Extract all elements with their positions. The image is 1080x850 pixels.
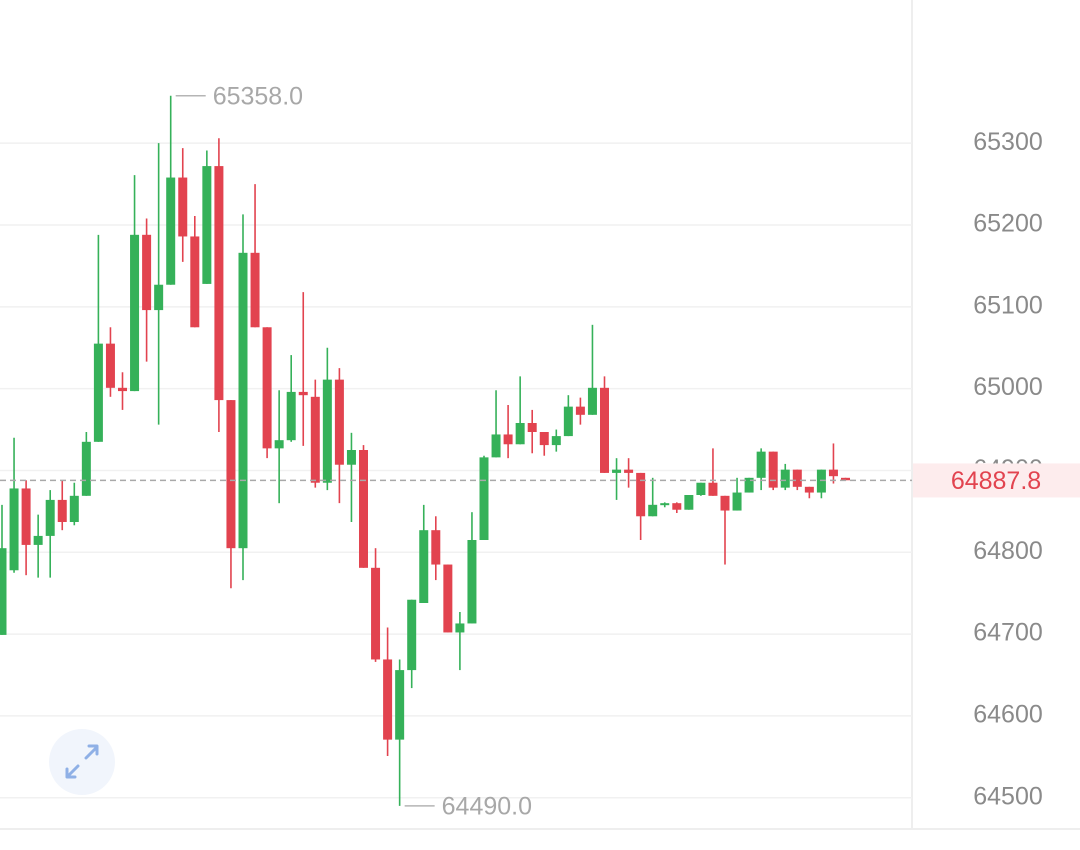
candle-body bbox=[334, 379, 344, 465]
candle-body bbox=[298, 391, 308, 396]
y-tick-label: 65000 bbox=[973, 373, 1043, 401]
overlay: 65358.0 64490.0 64887.8 bbox=[0, 82, 1080, 821]
max-label: 65358.0 bbox=[213, 82, 303, 110]
expand-button-bg[interactable] bbox=[49, 729, 115, 795]
candle-body bbox=[732, 492, 742, 511]
candle-body bbox=[238, 252, 248, 549]
candle-body bbox=[383, 659, 393, 740]
candle-body bbox=[828, 469, 838, 477]
grid: 6450064600647006480064900650006510065200… bbox=[0, 128, 1043, 810]
candle-body bbox=[744, 477, 754, 493]
candle-body bbox=[600, 387, 609, 473]
candle-body bbox=[9, 488, 19, 571]
candle-body bbox=[214, 166, 224, 401]
candle-body bbox=[130, 234, 140, 392]
candle-body bbox=[455, 623, 465, 633]
candle-body bbox=[322, 379, 332, 483]
candle-body bbox=[636, 472, 646, 517]
candle-body bbox=[804, 486, 814, 493]
candle-body bbox=[684, 495, 694, 510]
candle-body bbox=[310, 396, 320, 483]
candle-body bbox=[93, 343, 103, 442]
candle-body bbox=[118, 387, 127, 392]
candle-body bbox=[780, 469, 790, 488]
candle-body bbox=[768, 451, 778, 488]
candle-body bbox=[575, 406, 585, 415]
candle-body bbox=[346, 450, 356, 465]
candle-body bbox=[612, 469, 622, 473]
candle-body bbox=[178, 177, 188, 237]
y-tick-label: 64800 bbox=[973, 537, 1043, 565]
candle-body bbox=[648, 504, 658, 517]
candle-body bbox=[587, 387, 597, 415]
candle-body bbox=[395, 670, 405, 740]
candle-body bbox=[274, 440, 284, 449]
candle-body bbox=[479, 457, 489, 540]
expand-icon[interactable] bbox=[65, 744, 99, 779]
min-label: 64490.0 bbox=[442, 793, 532, 821]
candle-body bbox=[431, 530, 441, 565]
candle-body bbox=[154, 284, 164, 311]
candle-body bbox=[33, 535, 43, 545]
candle-body bbox=[81, 441, 91, 496]
y-tick-label: 64700 bbox=[973, 619, 1043, 647]
candle-body bbox=[467, 540, 477, 624]
candle-body bbox=[202, 166, 212, 284]
candle-body bbox=[720, 495, 730, 511]
candle-body bbox=[419, 530, 429, 603]
candles bbox=[0, 95, 850, 806]
y-tick-label: 65100 bbox=[973, 291, 1043, 319]
candle-body bbox=[226, 400, 236, 549]
y-tick-label: 65200 bbox=[973, 210, 1043, 238]
candle-body bbox=[286, 391, 296, 441]
candle-body bbox=[756, 451, 766, 478]
candle-body bbox=[792, 469, 802, 487]
candle-body bbox=[841, 477, 850, 481]
candle-body bbox=[539, 432, 549, 446]
candle-body bbox=[45, 499, 55, 536]
candle-body bbox=[624, 469, 634, 473]
candle-body bbox=[21, 488, 31, 545]
last-price-label: 64887.8 bbox=[951, 467, 1041, 495]
candle-body bbox=[262, 327, 272, 449]
candle-body bbox=[250, 252, 260, 328]
candle-body bbox=[190, 236, 200, 328]
candle-body bbox=[672, 503, 682, 510]
candle-body bbox=[57, 499, 67, 522]
y-tick-label: 64500 bbox=[973, 782, 1043, 810]
candle-body bbox=[359, 450, 368, 568]
candle-body bbox=[407, 599, 417, 671]
y-tick-label: 65300 bbox=[973, 128, 1043, 156]
candle-body bbox=[503, 434, 513, 445]
candle-body bbox=[142, 234, 152, 311]
candle-body bbox=[443, 564, 453, 633]
candle-body bbox=[515, 423, 525, 445]
last-price-bg bbox=[913, 463, 1080, 498]
candle-body bbox=[708, 482, 718, 496]
candle-body bbox=[166, 177, 176, 285]
candle-body bbox=[527, 423, 537, 432]
candle-body bbox=[563, 406, 573, 437]
candle-body bbox=[696, 482, 706, 495]
candle-body bbox=[491, 434, 501, 458]
candle-body bbox=[105, 343, 115, 388]
candle-body bbox=[660, 503, 670, 506]
candle-body bbox=[551, 436, 561, 446]
candle-body bbox=[69, 495, 79, 522]
candle-body bbox=[371, 567, 381, 660]
y-tick-label: 64600 bbox=[973, 701, 1043, 729]
candle-body bbox=[0, 548, 7, 635]
expand-button[interactable] bbox=[49, 729, 115, 795]
